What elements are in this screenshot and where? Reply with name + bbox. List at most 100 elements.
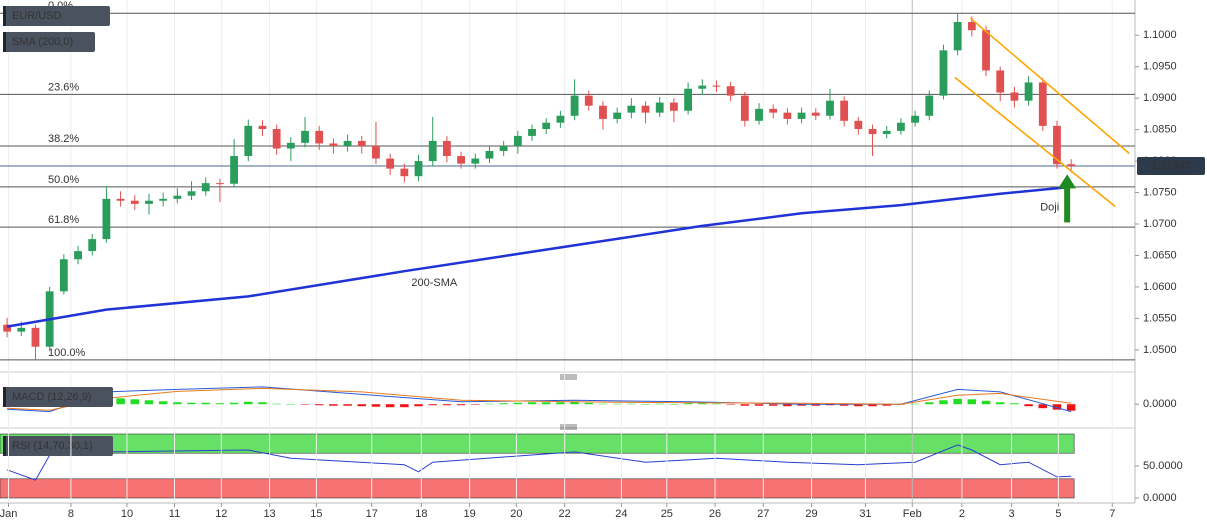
macd-histogram-bar	[839, 404, 849, 406]
signal-line	[7, 387, 1072, 411]
macd-histogram-bar	[229, 402, 239, 405]
x-tick-label: 27	[757, 508, 769, 520]
x-tick-label: 31	[859, 508, 871, 520]
macd-histogram-bar	[939, 400, 948, 405]
candle-body	[386, 158, 395, 169]
candle-body	[584, 95, 593, 106]
macd-histogram-bar	[655, 403, 664, 405]
candle-body	[854, 120, 863, 129]
sma-label: 200-SMA	[411, 277, 458, 289]
candle-body	[655, 102, 664, 113]
macd-histogram-bar	[116, 398, 125, 405]
candle-body	[102, 198, 111, 240]
legend-box	[3, 6, 110, 26]
candle-body	[286, 142, 295, 149]
candle-body	[428, 140, 437, 162]
panel-handle[interactable]	[560, 424, 577, 430]
candle-body	[357, 140, 366, 146]
macd-histogram-bar	[527, 402, 537, 405]
macd-histogram-bar	[357, 404, 367, 407]
macd-histogram-bar	[953, 398, 962, 405]
fib-level-label: 50.0%	[48, 174, 79, 186]
x-tick-label: 24	[615, 508, 627, 520]
macd-histogram-bar	[385, 404, 395, 408]
candle-body	[826, 100, 834, 116]
panel-handle[interactable]	[560, 374, 577, 380]
macd-histogram-bar	[570, 401, 579, 405]
x-tick-label: 15	[310, 508, 322, 520]
candle-body	[769, 108, 778, 113]
macd-histogram-bar	[485, 403, 494, 405]
candle-body	[1010, 92, 1019, 101]
candle-body	[201, 183, 210, 192]
macd-histogram-bar	[158, 401, 168, 405]
macd-histogram-bar	[726, 404, 735, 405]
x-tick-label: 17	[366, 508, 378, 520]
macd-histogram-bar	[314, 404, 324, 406]
candle-body	[159, 198, 168, 201]
candle-body	[216, 183, 224, 185]
y-tick-label: 0.0000	[1143, 398, 1177, 410]
candle-body	[684, 88, 692, 111]
macd-histogram-bar	[499, 403, 508, 405]
legend-label: EUR/USD	[12, 10, 62, 22]
last-price-tag	[1137, 156, 1205, 175]
macd-histogram-bar	[1024, 404, 1033, 407]
macd-histogram-bar	[130, 399, 140, 405]
y-tick-label: 1.0900	[1143, 92, 1177, 104]
candle-body	[443, 140, 451, 157]
macd-histogram-bar	[683, 403, 693, 405]
candle-body	[996, 70, 1005, 93]
y-tick-label: 50.0000	[1143, 460, 1183, 472]
x-tick-label: Feb	[903, 508, 922, 520]
candle-body	[400, 168, 409, 177]
legend-stripe	[3, 387, 6, 407]
y-tick-label: 1.0500	[1143, 344, 1177, 356]
legend-box	[3, 436, 113, 456]
macd-histogram-bar	[612, 403, 622, 405]
candle-body	[457, 156, 465, 164]
candle-body	[599, 105, 607, 119]
macd-histogram-bar	[215, 403, 225, 405]
macd-histogram-bar	[1052, 404, 1062, 410]
x-tick-label: 18	[415, 508, 427, 520]
macd-histogram-bar	[754, 404, 764, 406]
macd-histogram-bar	[1010, 403, 1019, 405]
macd-histogram-bar	[627, 403, 636, 405]
macd-histogram-bar	[854, 404, 863, 407]
candle-body	[315, 130, 324, 144]
candle-body	[882, 130, 891, 135]
candle-body	[3, 324, 11, 332]
y-tick-label: 0.0000	[1143, 492, 1177, 504]
channel-line	[969, 17, 1130, 155]
macd-histogram-bar	[1066, 404, 1076, 411]
x-tick-label: 7	[1109, 508, 1115, 520]
macd-histogram-bar	[456, 404, 466, 406]
macd-histogram-bar	[925, 402, 934, 405]
macd-histogram-bar	[400, 404, 409, 408]
fib-level-label: 23.6%	[48, 81, 79, 93]
macd-histogram-bar	[783, 404, 792, 407]
legend-label: MACD (12,26,9)	[12, 391, 91, 403]
y-tick-label: 1.0850	[1143, 124, 1177, 136]
candle-body	[726, 86, 735, 96]
candle-body	[74, 251, 82, 260]
macd-histogram-bar	[995, 402, 1005, 405]
x-tick-label: 26	[709, 508, 721, 520]
x-tick-label: 2	[959, 508, 965, 520]
x-tick-label: 10	[121, 508, 133, 520]
candle-body	[897, 122, 905, 131]
candle-body	[244, 125, 253, 157]
candle-body	[570, 95, 579, 116]
legend-stripe	[3, 6, 6, 26]
candle-body	[513, 135, 522, 146]
candle-body	[840, 100, 849, 121]
legend-stripe	[3, 32, 6, 52]
sma-line	[6, 185, 1072, 328]
macd-histogram-bar	[442, 404, 452, 406]
macd-histogram-bar	[1038, 404, 1048, 409]
candle-body	[258, 125, 267, 129]
macd-histogram-bar	[698, 403, 707, 405]
candle-body	[712, 85, 721, 87]
